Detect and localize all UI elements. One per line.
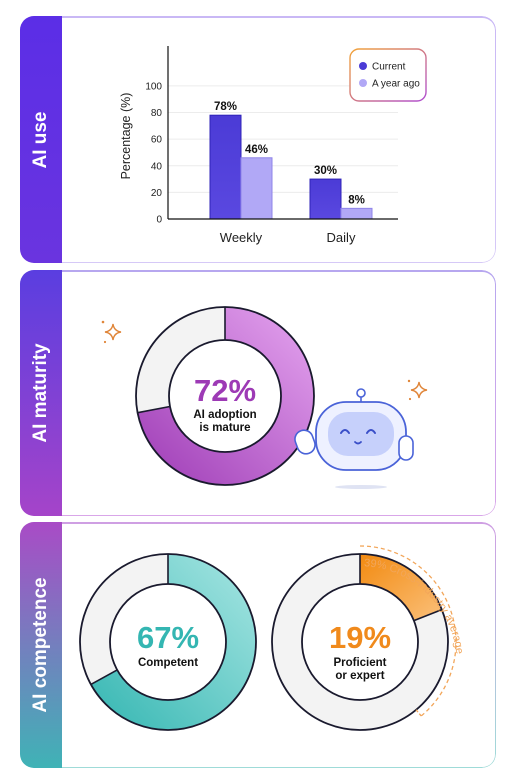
maturity-label-line1: AI adoption	[193, 409, 256, 421]
donut-inner-ring	[301, 583, 419, 701]
bar-value-label: 46%	[245, 144, 268, 156]
proficient-donut	[271, 553, 449, 731]
x-category-daily: Daily	[327, 230, 356, 245]
maturity-percent: 72%	[194, 373, 256, 408]
bar-value-label: 8%	[348, 194, 365, 206]
proficient-percent: 19%	[329, 620, 391, 655]
bar-a-year-ago-daily	[340, 207, 373, 220]
benchmark-arc	[359, 545, 457, 717]
donut-divider	[137, 405, 171, 414]
bar-value-labels: 78% 46% 30% 8%	[214, 101, 365, 206]
ai-maturity-sidebar: AI maturity	[20, 270, 62, 516]
benchmark-end-tick	[415, 709, 422, 717]
y-tick-label: 20	[151, 188, 163, 199]
proficient-label-line1: Proficient	[333, 657, 386, 669]
competent-label: Competent	[138, 657, 198, 669]
donut-outer-ring	[79, 553, 257, 731]
donut-divider	[90, 669, 118, 686]
donut-outer-ring	[271, 553, 449, 731]
bar-a-year-ago-weekly	[240, 157, 273, 220]
donut-inner-ring	[168, 339, 282, 453]
ai-competence-chart: 67% Competent 39% Cross-industry average…	[79, 545, 465, 731]
donut-outer-ring	[135, 306, 315, 486]
donut-divider	[413, 608, 443, 622]
bar-value-label: 78%	[214, 101, 237, 113]
legend-current: Current	[372, 62, 406, 73]
sparkle-icon	[101, 320, 122, 344]
y-tick-label: 40	[151, 161, 163, 172]
gridlines	[168, 85, 398, 193]
x-category-weekly: Weekly	[220, 230, 263, 245]
sparkle-icon	[407, 379, 428, 401]
legend: Current A year ago	[349, 48, 427, 102]
y-tick-label: 80	[151, 108, 163, 119]
y-tick-label: 60	[151, 135, 163, 146]
maturity-label-line2: is mature	[199, 422, 250, 434]
robot-icon	[294, 388, 414, 489]
ai-use-chart: 0 20 40 60 80 100 78% 46% 30% 8% Weekly Daily Per…	[119, 46, 427, 245]
ai-maturity-chart: 72% AI adoption is mature	[101, 306, 428, 489]
ai-competence-panel: AI competence 67% Competent 39% Cross-in…	[20, 522, 496, 768]
bar-current-daily	[309, 178, 342, 220]
ai-maturity-panel: AI maturity 72% AI adoption is mature	[20, 270, 496, 516]
bars	[209, 114, 373, 220]
y-ticks: 0 20 40 60 80 100	[145, 81, 162, 225]
donut-value-arc	[137, 307, 314, 485]
competent-donut	[79, 553, 257, 731]
y-tick-label: 100	[145, 81, 162, 92]
competent-percent: 67%	[137, 620, 199, 655]
legend-swatch-year-ago	[359, 79, 367, 87]
x-category-labels: Weekly Daily	[220, 230, 356, 245]
ai-use-sidebar: AI use	[20, 16, 62, 263]
proficient-label-line2: or expert	[335, 670, 384, 682]
bar-current-weekly	[209, 114, 242, 220]
legend-swatch-current	[359, 62, 367, 70]
bar-value-label: 30%	[314, 165, 337, 177]
donut-inner-ring	[109, 583, 227, 701]
y-tick-label: 0	[156, 215, 162, 226]
ai-use-panel: AI use 0 20 40 60 80 100 78% 46% 30% 8% Weekly Da…	[20, 16, 496, 263]
donut-value-arc	[360, 554, 442, 621]
legend-year-ago: A year ago	[372, 79, 420, 90]
ai-competence-sidebar: AI competence	[20, 522, 62, 768]
y-axis-label: Percentage (%)	[119, 93, 133, 180]
maturity-donut	[135, 306, 315, 486]
donut-value-arc	[90, 554, 256, 730]
